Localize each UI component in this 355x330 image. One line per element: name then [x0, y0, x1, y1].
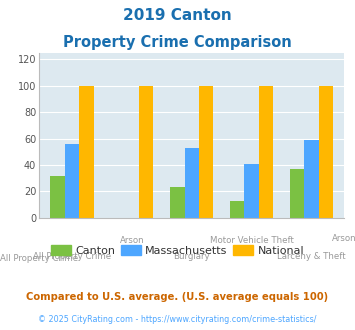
- Text: All Property Crime: All Property Crime: [0, 254, 78, 263]
- Bar: [230, 201, 244, 218]
- Bar: [259, 86, 273, 218]
- Text: © 2025 CityRating.com - https://www.cityrating.com/crime-statistics/: © 2025 CityRating.com - https://www.city…: [38, 315, 317, 324]
- Bar: [290, 169, 304, 218]
- Bar: [185, 148, 199, 218]
- Bar: [65, 144, 79, 218]
- Bar: [170, 187, 185, 218]
- Bar: [318, 86, 333, 218]
- Text: All Property Crime: All Property Crime: [33, 252, 111, 261]
- Text: Arson: Arson: [120, 236, 144, 245]
- Text: Larceny & Theft: Larceny & Theft: [277, 252, 346, 261]
- Text: Compared to U.S. average. (U.S. average equals 100): Compared to U.S. average. (U.S. average …: [26, 292, 329, 302]
- Bar: [79, 86, 93, 218]
- Legend: Canton, Massachusetts, National: Canton, Massachusetts, National: [47, 241, 308, 260]
- Bar: [50, 176, 65, 218]
- Bar: [304, 140, 318, 218]
- Text: Arson: Arson: [332, 234, 355, 243]
- Bar: [199, 86, 213, 218]
- Text: Burglary: Burglary: [173, 252, 210, 261]
- Text: 2019 Canton: 2019 Canton: [123, 8, 232, 23]
- Bar: [244, 164, 259, 218]
- Bar: [139, 86, 153, 218]
- Text: Property Crime Comparison: Property Crime Comparison: [63, 35, 292, 50]
- Text: Motor Vehicle Theft: Motor Vehicle Theft: [209, 236, 294, 245]
